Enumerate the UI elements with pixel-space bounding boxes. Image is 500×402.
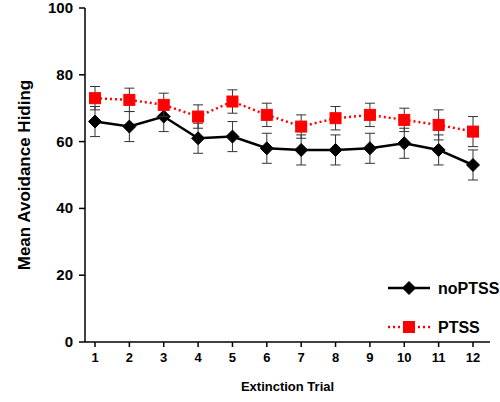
series-line [95, 117, 473, 165]
y-tick-label: 60 [56, 133, 73, 150]
x-tick-label: 9 [366, 350, 373, 365]
x-tick-label: 6 [263, 350, 270, 365]
y-tick-label: 40 [56, 199, 73, 216]
marker [226, 130, 239, 143]
x-tick [129, 342, 131, 347]
marker [90, 93, 101, 104]
marker [124, 94, 135, 105]
error-bar [90, 86, 100, 109]
y-tick-label: 100 [48, 0, 73, 16]
x-axis-title: Extinction Trial [241, 379, 334, 394]
marker [227, 96, 238, 107]
x-tick-label: 7 [298, 350, 305, 365]
x-axis [85, 341, 490, 343]
marker [468, 126, 479, 137]
error-bar [399, 108, 409, 131]
x-tick [369, 342, 371, 347]
marker [193, 111, 204, 122]
error-bar [331, 107, 341, 130]
y-axis [84, 8, 86, 342]
x-tick-label: 8 [332, 350, 339, 365]
y-tick-label: 80 [56, 66, 73, 83]
series-line [95, 98, 473, 131]
error-bar [365, 103, 375, 126]
x-tick [472, 342, 474, 347]
y-tick [79, 274, 85, 276]
x-tick [300, 342, 302, 347]
x-tick [94, 342, 96, 347]
x-tick [335, 342, 337, 347]
x-tick-label: 1 [91, 350, 98, 365]
marker [123, 120, 136, 133]
marker [260, 142, 273, 155]
y-tick [79, 74, 85, 76]
marker [467, 158, 480, 171]
series [89, 102, 480, 180]
error-bar [262, 103, 272, 126]
y-tick [79, 341, 85, 343]
x-tick-label: 3 [160, 350, 167, 365]
chart: 020406080100123456789101112Extinction Tr… [0, 0, 500, 402]
legend-marker [403, 282, 416, 295]
x-tick [197, 342, 199, 347]
marker [399, 114, 410, 125]
error-bar [296, 115, 306, 138]
error-bar [193, 105, 203, 128]
x-tick-label: 5 [229, 350, 236, 365]
x-tick-label: 12 [466, 350, 480, 365]
x-tick-label: 2 [126, 350, 133, 365]
y-tick [79, 141, 85, 143]
legend-marker [404, 322, 415, 333]
y-tick-label: 20 [56, 266, 73, 283]
y-axis-title: Mean Avoidance Hiding [15, 80, 34, 271]
marker [363, 142, 376, 155]
marker [432, 143, 445, 156]
marker [433, 119, 444, 130]
plot-area [89, 86, 480, 180]
legend-label: PTSS [438, 319, 480, 336]
x-tick [163, 342, 165, 347]
x-tick-label: 10 [397, 350, 411, 365]
marker [296, 121, 307, 132]
marker [398, 137, 411, 150]
x-tick [266, 342, 268, 347]
error-bar [124, 88, 134, 111]
marker [364, 109, 375, 120]
marker [158, 99, 169, 110]
y-tick [79, 208, 85, 210]
x-tick [438, 342, 440, 347]
y-tick [79, 7, 85, 9]
x-tick [404, 342, 406, 347]
marker [330, 113, 341, 124]
legend-label: noPTSS [438, 280, 500, 297]
x-tick [232, 342, 234, 347]
error-bar [468, 117, 478, 147]
marker [192, 132, 205, 145]
error-bar [159, 93, 169, 116]
x-tick-label: 4 [194, 350, 202, 365]
marker [89, 115, 102, 128]
error-bar [434, 110, 444, 140]
series [90, 86, 479, 146]
marker [261, 109, 272, 120]
y-tick-label: 0 [65, 333, 73, 350]
marker [329, 143, 342, 156]
legend: noPTSS PTSS [388, 280, 500, 336]
marker [295, 143, 308, 156]
x-tick-label: 11 [432, 350, 446, 365]
error-bar [227, 90, 237, 113]
